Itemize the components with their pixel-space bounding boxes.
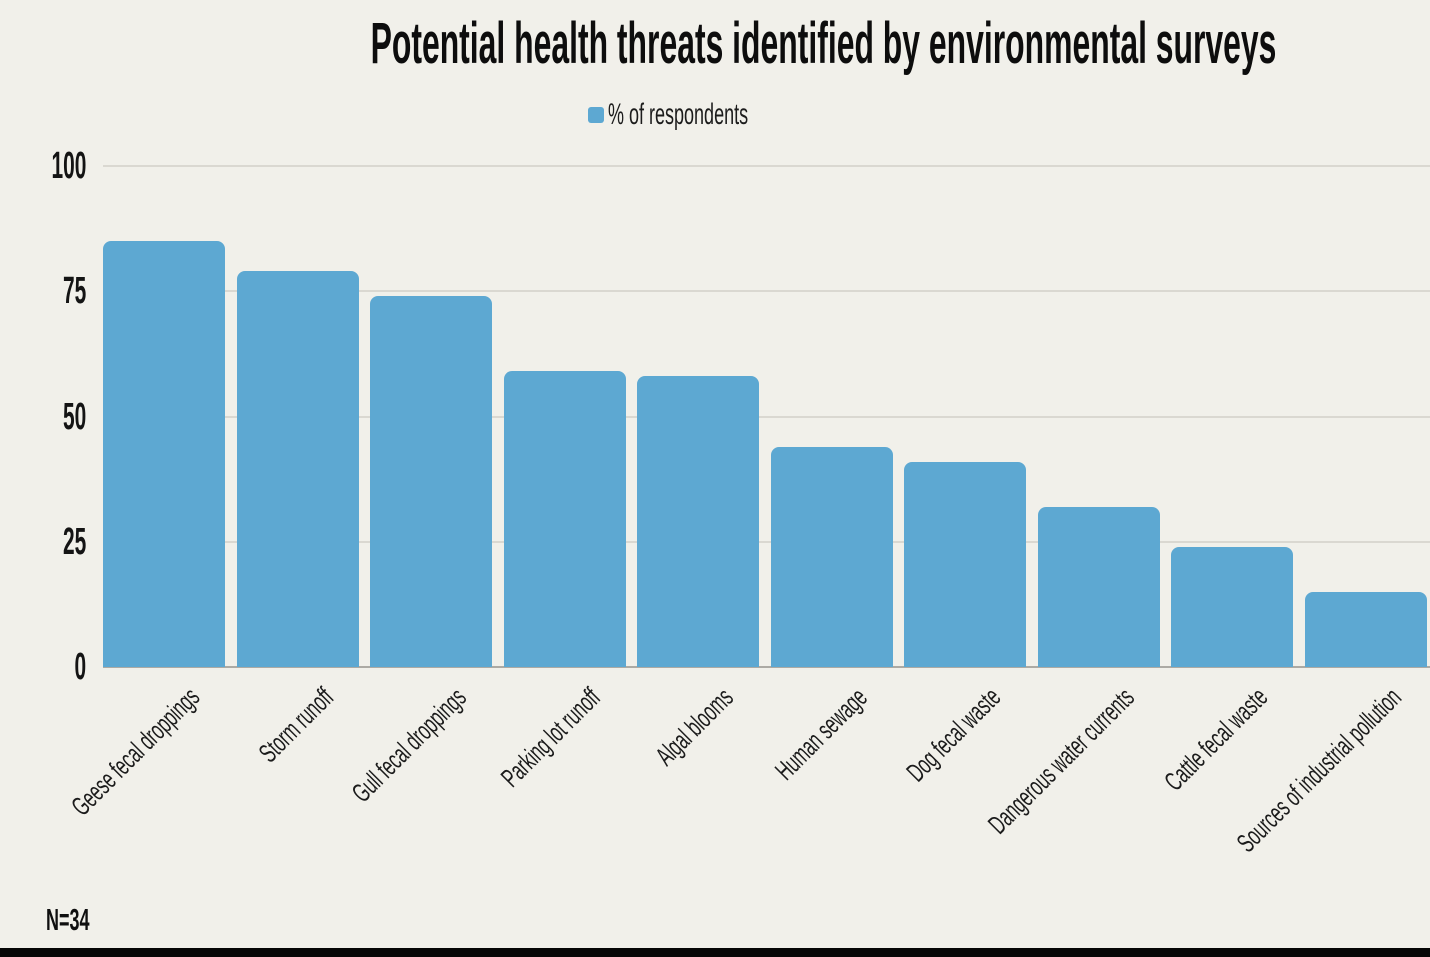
bar [370, 296, 493, 667]
bar [503, 371, 626, 667]
bar [770, 446, 893, 667]
sample-size-note: N=34 [46, 902, 90, 937]
bar [637, 376, 760, 667]
gridline [103, 290, 1430, 293]
gridline [103, 165, 1430, 167]
chart-title-text: Potential health threats identified by e… [370, 11, 1277, 76]
chart-title: Potential health threats identified by e… [0, 12, 1430, 76]
bar [236, 271, 359, 667]
bar [1037, 506, 1160, 667]
x-axis-category-label: Human sewage [769, 682, 873, 786]
x-axis-category-label: Dangerous water currents [982, 682, 1141, 840]
y-axis-tick-label: 100 [51, 145, 86, 187]
x-axis-category-label: Algal blooms [650, 682, 740, 771]
x-axis-category-label: Parking lot runoff [495, 682, 606, 793]
bar [103, 241, 225, 667]
x-axis-category-label: Cattle fecal waste [1158, 682, 1274, 797]
x-axis-category-label: Sources of industrial pollution [1231, 682, 1408, 858]
y-axis-tick-label: 75 [62, 270, 86, 313]
x-axis-category-label: Gull fecal droppings [346, 682, 473, 808]
legend-label: % of respondents [608, 98, 749, 131]
x-axis-category-label: Dog fecal waste [901, 682, 1007, 788]
legend: % of respondents [0, 100, 1430, 130]
bottom-edge-strip [0, 948, 1430, 957]
gridline [103, 415, 1430, 418]
legend-swatch-icon [588, 107, 605, 123]
gridline [103, 540, 1430, 543]
x-axis-baseline [103, 666, 1430, 668]
y-axis-tick-label: 0 [74, 646, 86, 688]
y-axis-tick-label: 50 [62, 395, 86, 438]
bar [1171, 546, 1294, 667]
y-axis-tick-label: 25 [62, 520, 86, 563]
bar [904, 461, 1027, 667]
bar [1304, 591, 1427, 667]
